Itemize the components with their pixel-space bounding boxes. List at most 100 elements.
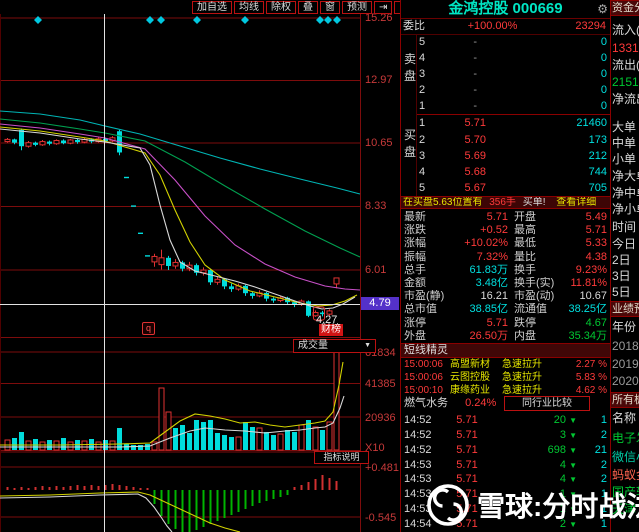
volume-bar-down — [320, 430, 325, 450]
indicator-help-button[interactable]: 指标说明 — [314, 451, 369, 464]
macd-bar-down — [202, 490, 205, 527]
stats-row: 总手 61.83万 换手 9.23% — [401, 264, 610, 277]
sidebar-item-2[interactable]: 流入( — [612, 23, 639, 37]
level-number: 2 — [419, 84, 426, 97]
candle-body-down — [180, 262, 185, 269]
sidebar-item-11[interactable]: 净中单 — [612, 186, 639, 200]
sidebar-item-8[interactable]: 中单 — [612, 136, 637, 150]
stat-value: 61.83万 — [469, 263, 508, 276]
event-marker-icon[interactable]: q — [142, 322, 155, 335]
sidebar-item-14[interactable]: 今日 — [612, 237, 637, 251]
sidebar-item-10[interactable]: 净大单 — [612, 169, 639, 183]
sidebar-item-12[interactable]: 净小单 — [612, 202, 639, 216]
volume-axis-label: 41385 — [365, 378, 396, 390]
sidebar-item-21[interactable]: 2019 — [612, 357, 639, 371]
macd-bar-up — [34, 487, 37, 490]
volume-bar-up — [95, 441, 102, 451]
sidebar-item-19[interactable]: 年份 — [612, 320, 637, 334]
macd-bar-up — [83, 486, 86, 490]
candle-body-down — [103, 138, 108, 142]
candle-body-up — [186, 264, 193, 270]
sidebar-item-7[interactable]: 大单 — [612, 120, 637, 134]
volume-bar-down — [292, 432, 297, 450]
sidebar-item-15[interactable]: 2日 — [612, 253, 631, 267]
volume-bar-up — [235, 436, 242, 451]
volume-indicator-selector[interactable]: 成交量 ▼ — [293, 339, 376, 353]
macd-bar-up — [48, 487, 51, 490]
sentinel-stock: 康缘药业 — [450, 385, 490, 396]
toolbar-button-5[interactable]: 窗 — [320, 1, 340, 14]
price-axis-label: 10.65 — [365, 137, 393, 149]
sidebar-item-3[interactable]: 13319 — [612, 41, 639, 55]
volume-bar-down — [131, 445, 136, 450]
toolbar-button-1[interactable]: 加自选 — [192, 1, 232, 14]
stat-value: 4.67 — [585, 316, 607, 329]
sidebar-item-24[interactable]: 名称 — [612, 411, 637, 425]
alert-detail-link[interactable]: 查看详细 — [556, 197, 597, 208]
candle-body-down — [47, 141, 52, 144]
tick-count: 21 — [594, 443, 607, 456]
sentinel-block: 短线精灵 15:00:06 高盟新材 急速拉升 2.27 % 15:00:06 云图控股急… — [401, 343, 610, 397]
sidebar-item-9[interactable]: 小单 — [612, 152, 637, 166]
diamond-marker-icon — [146, 16, 154, 24]
level-volume: 705 — [588, 181, 607, 194]
sidebar-item-1[interactable]: 资金分 — [611, 0, 639, 16]
candle-body-down — [264, 292, 269, 299]
sidebar-item-25[interactable]: 电子发 — [612, 431, 639, 445]
sidebar-item-17[interactable]: 5日 — [612, 285, 631, 299]
stat-label: 市盈(静) — [404, 290, 445, 303]
pin-panel-icon[interactable]: ⇥ — [374, 1, 393, 14]
sidebar-item-29[interactable]: 天津 — [612, 502, 637, 516]
industry-compare-button[interactable]: 同行业比较 — [504, 396, 590, 411]
level-price: 5.67 — [464, 181, 486, 194]
volume-bar-up — [151, 441, 158, 451]
stat-label: 内盘 — [514, 329, 536, 342]
sidebar-item-23[interactable]: 所有板 — [611, 392, 639, 408]
level-number: 4 — [419, 52, 426, 65]
tick-count: 1 — [600, 503, 607, 516]
macd-bar-up — [90, 485, 93, 490]
macd-bar-down — [216, 490, 219, 521]
volume-bar-up — [298, 424, 305, 451]
diamond-marker-icon — [333, 16, 341, 24]
macd-bar-up — [125, 486, 128, 490]
sidebar-item-28[interactable]: 国产软 — [612, 485, 639, 499]
sidebar-item-18[interactable]: 业绩预 — [611, 301, 639, 317]
toolbar-button-6[interactable]: 预测 — [342, 1, 372, 14]
sentinel-action: 急速拉升 — [502, 385, 542, 396]
sidebar-item-5[interactable]: 21517 — [612, 75, 639, 89]
price-ma-line-4 — [0, 126, 358, 307]
volume-bar-down — [250, 427, 255, 450]
sidebar-item-6[interactable]: 净流出 — [612, 92, 639, 106]
sidebar-item-27[interactable]: 蚂蚁金 — [612, 468, 639, 482]
tick-count: 2 — [600, 458, 607, 471]
diamond-marker-icon — [34, 16, 42, 24]
sidebar-item-4[interactable]: 流出( — [612, 58, 639, 72]
macd-bar-up — [13, 488, 16, 490]
macd-bar-up — [146, 488, 149, 490]
sidebar-item-16[interactable]: 3日 — [612, 269, 631, 283]
tick-count: 1 — [600, 488, 607, 501]
volume-axis-label: X10 — [365, 442, 385, 454]
sidebar-item-13[interactable]: 时间 — [612, 220, 637, 234]
candle-body-up — [151, 255, 158, 263]
news-flag-label[interactable]: 财榜 — [319, 324, 343, 336]
macd-bar-up — [76, 485, 79, 490]
tick-time: 14:52 — [404, 414, 432, 426]
toolbar-button-2[interactable]: 均线 — [234, 1, 264, 14]
volume-bar-up — [109, 440, 116, 451]
toolbar-button-3[interactable]: 除权 — [266, 1, 296, 14]
tick-row: 14:53 5.71 4 ▼ 2 — [401, 472, 610, 487]
gear-icon[interactable]: ⚙ — [597, 2, 608, 16]
candle-body-up — [4, 138, 11, 143]
sidebar-item-26[interactable]: 微信小 — [612, 450, 639, 464]
toolbar-button-4[interactable]: 叠 — [298, 1, 318, 14]
volume-bar-down — [222, 435, 227, 450]
sentinel-row: 15:00:10 康缘药业 急速拉升 4.62 % — [401, 384, 610, 397]
weibi-value: +100.00% — [467, 20, 518, 32]
weibi-label: 委比 — [403, 20, 425, 32]
macd-bar-down — [195, 490, 198, 530]
indicator-line-1 — [0, 491, 241, 532]
sidebar-item-22[interactable]: 2020 — [612, 374, 639, 388]
sidebar-item-20[interactable]: 2018 — [612, 339, 639, 353]
